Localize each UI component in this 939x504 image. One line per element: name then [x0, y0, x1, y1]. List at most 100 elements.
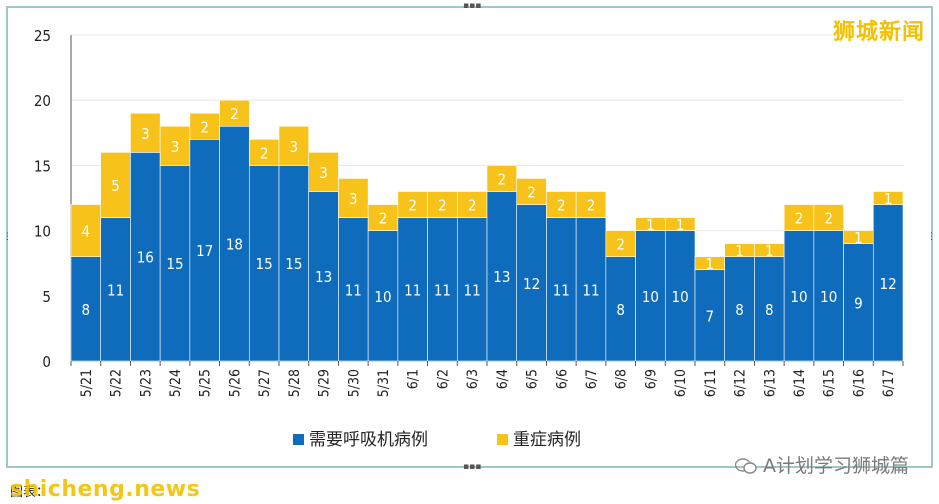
- bar-value-label: 10: [672, 288, 689, 306]
- bar-value-label: 10: [642, 288, 659, 306]
- bar-critical: [872, 191, 904, 205]
- bar-critical: [546, 191, 577, 218]
- resize-handle-right[interactable]: ⋮: [927, 232, 936, 242]
- bar-value-label: 12: [880, 275, 897, 293]
- bar-ventilator: [872, 204, 904, 362]
- bar-value-label: 11: [345, 281, 362, 299]
- bar-ventilator: [754, 256, 785, 362]
- bar-critical: [248, 139, 280, 166]
- x-tick-label: 6/1: [406, 369, 422, 389]
- bar-value-label: 9: [854, 294, 863, 312]
- y-tick-label: 10: [34, 223, 51, 241]
- bar-value-label: 2: [379, 210, 388, 228]
- site-watermark: shicheng.news: [10, 477, 201, 502]
- x-tick-label: 6/14: [792, 369, 808, 397]
- bar-value-label: 8: [82, 301, 91, 319]
- resize-handle-top[interactable]: ▪▪▪: [463, 1, 482, 11]
- bar-critical: [427, 191, 458, 218]
- bar-value-label: 2: [468, 197, 477, 215]
- bar-value-label: 11: [464, 281, 481, 299]
- x-tick-label: 6/9: [643, 369, 659, 389]
- bar-value-label: 3: [349, 190, 358, 208]
- bar-ventilator: [664, 230, 696, 362]
- wechat-watermark: A计划学习狮城篇: [735, 451, 909, 478]
- bar-value-label: 13: [493, 268, 510, 286]
- y-tick-label: 25: [34, 27, 51, 45]
- bar-critical: [813, 204, 844, 231]
- bar-value-label: 1: [735, 242, 744, 260]
- bar-value-label: 18: [226, 236, 243, 254]
- bar-value-label: 2: [230, 105, 239, 123]
- bar-value-label: 12: [523, 275, 540, 293]
- bar-ventilator: [367, 230, 399, 362]
- bar-value-label: 10: [790, 288, 807, 306]
- legend-label: 重症病例: [513, 430, 581, 450]
- bar-value-label: 2: [498, 170, 507, 188]
- bar-critical: [664, 217, 696, 231]
- x-tick-label: 6/10: [673, 369, 689, 397]
- bar-value-label: 2: [408, 197, 417, 215]
- bar-critical: [278, 125, 310, 166]
- bar-value-label: 15: [285, 255, 302, 273]
- bar-ventilator: [278, 165, 310, 362]
- bar-critical: [100, 152, 131, 218]
- bar-value-label: 13: [315, 268, 332, 286]
- bar-value-label: 2: [616, 236, 625, 254]
- y-tick-label: 15: [34, 157, 51, 175]
- bar-value-label: 2: [587, 197, 596, 215]
- bar-critical: [605, 230, 636, 257]
- x-tick-label: 5/27: [257, 369, 273, 397]
- bar-value-label: 2: [200, 118, 209, 136]
- bar-ventilator: [486, 191, 518, 362]
- resize-handle-bottom[interactable]: ▪▪▪: [463, 462, 482, 472]
- wechat-account-name: A计划学习狮城篇: [763, 455, 909, 477]
- bar-value-label: 11: [582, 281, 599, 299]
- bar-critical: [338, 178, 369, 218]
- legend-label: 需要呼吸机病例: [309, 430, 428, 450]
- x-tick-label: 6/4: [495, 369, 511, 389]
- bar-value-label: 1: [706, 255, 715, 273]
- bar-value-label: 8: [735, 301, 744, 319]
- bar-value-label: 2: [557, 197, 566, 215]
- bar-ventilator: [575, 217, 607, 362]
- bar-value-label: 2: [795, 210, 804, 228]
- x-tick-label: 6/5: [525, 369, 541, 389]
- bar-ventilator: [635, 230, 666, 362]
- x-tick-label: 6/12: [733, 369, 749, 397]
- x-tick-label: 6/17: [881, 369, 897, 397]
- x-tick-label: 5/26: [227, 369, 243, 397]
- bar-value-label: 5: [111, 177, 120, 195]
- x-tick-label: 6/8: [614, 369, 630, 389]
- bar-value-label: 7: [706, 307, 715, 325]
- x-tick-label: 6/6: [554, 369, 570, 389]
- bar-value-label: 1: [854, 229, 863, 247]
- x-tick-label: 6/7: [584, 369, 600, 389]
- x-tick-label: 6/3: [465, 369, 481, 389]
- bar-value-label: 2: [824, 210, 833, 228]
- y-tick-label: 20: [34, 92, 51, 110]
- bar-value-label: 11: [107, 281, 124, 299]
- legend-swatch: [497, 434, 508, 445]
- bar-value-label: 2: [438, 197, 447, 215]
- bar-ventilator: [159, 165, 191, 362]
- x-tick-label: 5/28: [287, 369, 303, 397]
- bar-value-label: 17: [196, 242, 213, 260]
- x-tick-label: 5/25: [198, 369, 214, 397]
- bar-critical: [486, 165, 518, 192]
- bar-critical: [219, 99, 250, 127]
- resize-handle-left[interactable]: ⋮: [3, 232, 12, 242]
- bar-ventilator: [130, 152, 161, 362]
- x-tick-label: 6/15: [822, 369, 838, 397]
- bar-value-label: 15: [166, 255, 183, 273]
- bar-value-label: 3: [171, 138, 180, 156]
- bar-ventilator: [70, 256, 102, 362]
- x-tick-label: 5/30: [346, 369, 362, 397]
- x-tick-label: 6/13: [762, 369, 778, 397]
- bar-value-label: 1: [676, 216, 685, 234]
- bar-value-label: 1: [646, 216, 655, 234]
- bar-value-label: 10: [374, 288, 391, 306]
- x-tick-label: 5/24: [168, 369, 184, 397]
- chart-credit: 图表：: [10, 485, 50, 500]
- bar-value-label: 16: [137, 249, 154, 267]
- y-tick-label: 5: [42, 288, 51, 306]
